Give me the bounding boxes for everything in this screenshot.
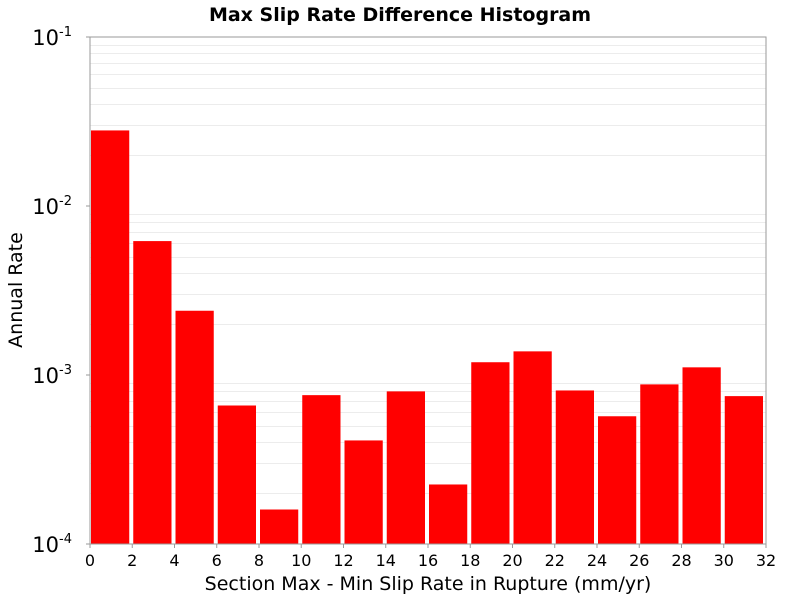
y-tick-label: 10-3 xyxy=(32,363,72,388)
x-tick-label: 16 xyxy=(418,551,438,570)
x-tick-label: 28 xyxy=(671,551,691,570)
y-axis-ticks: 10-410-310-210-1 xyxy=(32,25,90,557)
y-tick-label: 10-1 xyxy=(32,25,72,50)
bar xyxy=(302,395,341,544)
bar xyxy=(598,416,637,544)
x-tick-label: 10 xyxy=(291,551,311,570)
x-tick-label: 20 xyxy=(502,551,522,570)
y-tick-base: 10 xyxy=(32,26,59,50)
bar xyxy=(386,391,425,544)
bars xyxy=(91,130,763,544)
bar xyxy=(260,509,299,544)
x-tick-label: 12 xyxy=(333,551,353,570)
x-axis-label: Section Max - Min Slip Rate in Rupture (… xyxy=(205,573,652,595)
x-tick-label: 32 xyxy=(756,551,776,570)
y-tick-exponent: -3 xyxy=(59,363,72,378)
chart-title: Max Slip Rate Difference Histogram xyxy=(209,4,591,26)
x-tick-label: 2 xyxy=(127,551,137,570)
y-tick-base: 10 xyxy=(32,195,59,219)
y-tick-base: 10 xyxy=(32,533,59,557)
y-tick-exponent: -1 xyxy=(59,25,72,40)
x-tick-label: 26 xyxy=(629,551,649,570)
y-tick-exponent: -4 xyxy=(59,532,72,547)
bar xyxy=(555,390,594,544)
bar xyxy=(429,484,468,544)
bar xyxy=(217,405,256,544)
bar xyxy=(471,362,510,544)
bar xyxy=(175,310,214,544)
y-tick-label: 10-2 xyxy=(32,194,72,219)
x-axis-ticks: 0 2 4 6 8 10 12 14 16 18 20 22 24 26 28 30 32 xyxy=(85,544,776,570)
x-tick-label: 14 xyxy=(376,551,396,570)
bar xyxy=(682,367,721,544)
x-tick-label: 6 xyxy=(212,551,222,570)
x-tick-label: 4 xyxy=(169,551,179,570)
x-tick-label: 0 xyxy=(85,551,95,570)
x-tick-label: 22 xyxy=(545,551,565,570)
x-tick-label: 30 xyxy=(714,551,734,570)
y-tick-label: 10-4 xyxy=(32,532,72,557)
bar xyxy=(91,130,130,544)
bar xyxy=(724,396,763,544)
bar xyxy=(344,440,383,544)
y-axis-label: Annual Rate xyxy=(5,232,27,348)
bar xyxy=(640,384,679,544)
x-tick-label: 8 xyxy=(254,551,264,570)
x-tick-label: 18 xyxy=(460,551,480,570)
y-tick-base: 10 xyxy=(32,364,59,388)
x-tick-label: 24 xyxy=(587,551,607,570)
bar xyxy=(133,241,172,544)
y-tick-exponent: -2 xyxy=(59,194,72,209)
bar xyxy=(513,351,552,544)
